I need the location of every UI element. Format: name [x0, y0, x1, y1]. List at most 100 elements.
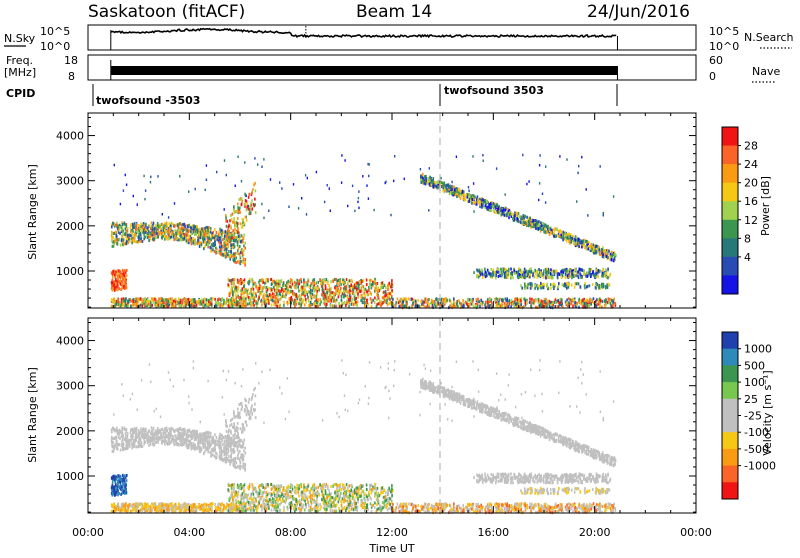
- echo-point: [422, 173, 424, 176]
- echo-point: [317, 301, 319, 304]
- echo-point: [191, 242, 193, 245]
- echo-point: [574, 241, 576, 244]
- echo-point: [338, 284, 340, 287]
- echo-point: [301, 303, 303, 306]
- colorbar-swatch: [722, 201, 738, 220]
- echo-point: [327, 288, 329, 291]
- echo-point: [271, 288, 273, 291]
- echo-point: [392, 298, 394, 301]
- echo-point: [494, 205, 496, 208]
- echo-point: [566, 302, 568, 305]
- echo-point: [152, 224, 154, 227]
- echo-point: [316, 171, 317, 174]
- echo-point: [487, 208, 489, 211]
- echo-point: [156, 232, 158, 235]
- echo-point: [481, 269, 483, 272]
- echo-point: [480, 299, 482, 302]
- echo-point: [522, 274, 524, 277]
- echo-point: [193, 242, 195, 245]
- echo-point: [221, 298, 223, 301]
- echo-point: [533, 219, 535, 222]
- echo-point: [528, 224, 530, 227]
- echo-point: [265, 294, 267, 297]
- echo-point: [120, 244, 122, 247]
- echo-point: [130, 224, 132, 227]
- echo-point: [146, 303, 148, 306]
- echo-point: [578, 276, 580, 279]
- echo-point: [188, 239, 190, 242]
- echo-point: [567, 274, 569, 277]
- echo-point: [151, 221, 153, 224]
- power-scatter: [111, 154, 617, 310]
- echo-point: [335, 305, 337, 308]
- echo-point: [589, 245, 591, 248]
- echo-point: [307, 177, 308, 180]
- echo-point: [251, 294, 253, 297]
- echo-point: [584, 246, 586, 249]
- echo-point: [380, 304, 382, 307]
- echo-point: [168, 216, 169, 219]
- echo-point: [491, 268, 493, 271]
- echo-point: [204, 230, 206, 233]
- echo-point: [150, 238, 152, 241]
- echo-point: [358, 190, 359, 193]
- echo-point: [238, 235, 240, 238]
- echo-point: [255, 283, 257, 286]
- echo-point: [558, 235, 560, 238]
- echo-point: [498, 298, 500, 301]
- echo-point: [406, 302, 408, 305]
- echo-point: [294, 281, 296, 284]
- echo-point: [332, 304, 334, 307]
- echo-point: [441, 181, 443, 184]
- echo-point: [362, 294, 364, 297]
- echo-point: [111, 298, 113, 301]
- echo-point: [378, 289, 380, 292]
- echo-point: [224, 244, 226, 247]
- echo-point: [263, 217, 264, 220]
- echo-point: [551, 232, 553, 235]
- echo-point: [566, 269, 568, 272]
- echo-point: [137, 231, 139, 234]
- echo-point: [394, 155, 395, 158]
- echo-point: [442, 182, 444, 185]
- colorbar-tick-label: 20: [744, 177, 758, 190]
- echo-point: [530, 300, 532, 303]
- echo-point: [518, 299, 520, 302]
- echo-point: [171, 235, 173, 238]
- echo-point: [165, 298, 167, 301]
- echo-point: [562, 238, 564, 241]
- echo-point: [608, 301, 610, 304]
- echo-point: [401, 298, 403, 301]
- echo-point: [227, 283, 229, 286]
- echo-point: [293, 183, 294, 186]
- echo-point: [288, 298, 290, 301]
- echo-point: [575, 243, 577, 246]
- nave-tick-low: 0: [709, 70, 716, 83]
- echo-point: [151, 304, 153, 307]
- echo-point: [493, 209, 495, 212]
- echo-point: [303, 278, 305, 281]
- echo-point: [404, 178, 405, 181]
- echo-point: [483, 160, 484, 163]
- echo-point: [608, 283, 610, 286]
- echo-point: [550, 301, 552, 304]
- power-colorbar-label: Power [dB]: [759, 176, 772, 236]
- echo-point: [270, 178, 271, 181]
- echo-point: [502, 299, 504, 302]
- echo-point: [253, 291, 255, 294]
- echo-point: [230, 250, 232, 253]
- echo-point: [321, 282, 323, 285]
- echo-point: [575, 301, 577, 304]
- echo-point: [154, 228, 156, 231]
- echo-point: [548, 276, 550, 279]
- echo-point: [277, 294, 279, 297]
- echo-point: [310, 284, 312, 287]
- echo-point: [234, 211, 236, 214]
- echo-point: [522, 154, 523, 157]
- echo-point: [397, 298, 399, 301]
- echo-point: [230, 254, 232, 257]
- echo-point: [265, 286, 267, 289]
- echo-point: [348, 291, 350, 294]
- echo-point: [526, 183, 527, 186]
- echo-point: [250, 211, 252, 214]
